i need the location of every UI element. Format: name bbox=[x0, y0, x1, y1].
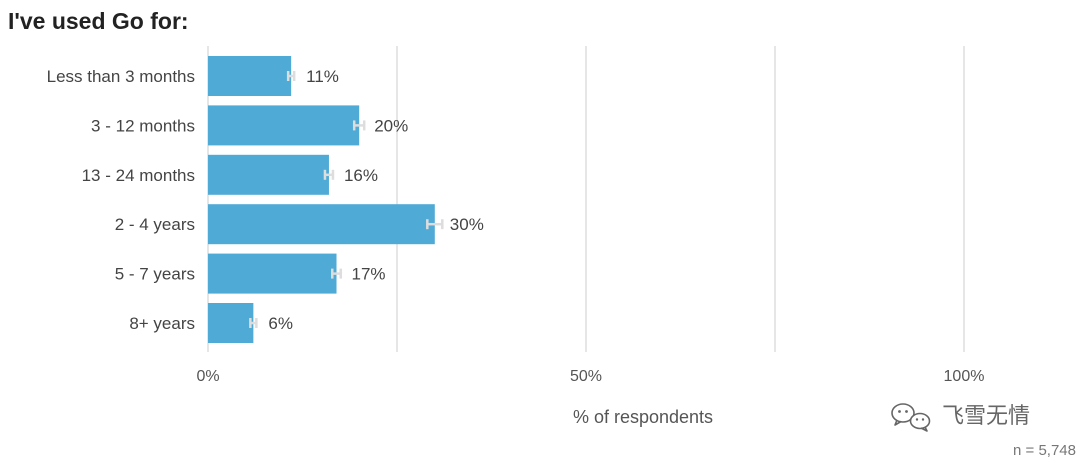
chart-title: I've used Go for: bbox=[8, 8, 189, 34]
value-label-1: 20% bbox=[374, 116, 408, 135]
category-label-2: 13 - 24 months bbox=[82, 166, 195, 185]
gridlines bbox=[207, 46, 965, 352]
error-bar-0 bbox=[286, 71, 296, 81]
bar-4 bbox=[208, 253, 337, 294]
x-tick-label-0: 0% bbox=[196, 368, 219, 385]
sample-size-label: n = 5,748 bbox=[1013, 442, 1076, 459]
watermark: 飞雪无情 bbox=[891, 403, 1030, 432]
x-tick-labels: 0% 50% 100% bbox=[196, 368, 984, 385]
error-bar-4 bbox=[331, 268, 343, 279]
x-tick-label-1: 50% bbox=[570, 368, 602, 385]
value-label-0: 11% bbox=[306, 67, 339, 86]
category-label-4: 5 - 7 years bbox=[115, 265, 195, 284]
value-label-5: 6% bbox=[268, 314, 293, 333]
category-label-0: Less than 3 months bbox=[47, 67, 195, 86]
error-bar-5 bbox=[249, 318, 258, 328]
category-label-1: 3 - 12 months bbox=[91, 116, 195, 135]
labels: Less than 3 months 11% 3 - 12 months 20% 13 … bbox=[47, 67, 484, 333]
bars bbox=[208, 56, 444, 343]
value-label-3: 30% bbox=[450, 215, 484, 234]
bar-5 bbox=[208, 303, 254, 343]
error-bar-2 bbox=[323, 169, 335, 180]
error-bar-3 bbox=[426, 219, 444, 230]
value-label-4: 17% bbox=[352, 265, 386, 284]
value-label-2: 16% bbox=[344, 166, 378, 185]
watermark-text: 飞雪无情 bbox=[942, 404, 1030, 429]
category-label-3: 2 - 4 years bbox=[115, 215, 195, 234]
x-axis-title: % of respondents bbox=[573, 407, 713, 427]
x-tick-label-2: 100% bbox=[944, 368, 985, 385]
bar-1 bbox=[208, 105, 360, 146]
bar-2 bbox=[208, 154, 329, 195]
error-bar-1 bbox=[352, 120, 366, 131]
category-label-5: 8+ years bbox=[129, 314, 195, 333]
bar-3 bbox=[208, 204, 435, 245]
wechat-icon bbox=[891, 403, 931, 432]
bar-0 bbox=[208, 56, 292, 96]
